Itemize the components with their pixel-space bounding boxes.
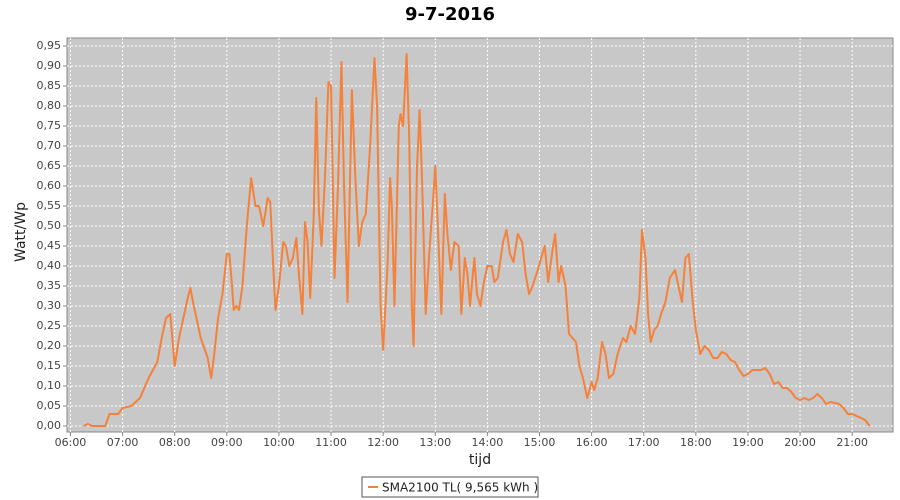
- y-tick-label: 0,65: [37, 159, 62, 172]
- x-tick-label: 18:00: [680, 436, 712, 449]
- y-tick-label: 0,10: [37, 379, 62, 392]
- y-tick-label: 0,30: [37, 299, 62, 312]
- x-tick-label: 08:00: [159, 436, 191, 449]
- y-tick-label: 0,95: [37, 39, 62, 52]
- y-tick-label: 0,00: [37, 419, 62, 432]
- y-tick-label: 0,80: [37, 99, 62, 112]
- x-tick-label: 16:00: [576, 436, 608, 449]
- y-tick-label: 0,55: [37, 199, 62, 212]
- y-tick-label: 0,40: [37, 259, 62, 272]
- x-tick-label: 15:00: [524, 436, 556, 449]
- x-tick-label: 13:00: [419, 436, 451, 449]
- x-tick-label: 06:00: [55, 436, 87, 449]
- x-tick-label: 12:00: [367, 436, 399, 449]
- x-tick-label: 09:00: [211, 436, 243, 449]
- y-tick-label: 0,35: [37, 279, 62, 292]
- x-tick-label: 21:00: [836, 436, 868, 449]
- y-axis-label: Watt/Wp: [13, 202, 29, 262]
- y-tick-label: 0,45: [37, 239, 62, 252]
- y-tick-label: 0,85: [37, 79, 62, 92]
- x-tick-label: 07:00: [107, 436, 139, 449]
- y-tick-label: 0,70: [37, 139, 62, 152]
- x-tick-label: 19:00: [732, 436, 764, 449]
- data-line: [83, 53, 871, 427]
- chart-title: 9-7-2016: [405, 4, 495, 25]
- y-tick-label: 0,25: [37, 319, 62, 332]
- x-tick-label: 11:00: [315, 436, 347, 449]
- x-tick-label: 14:00: [472, 436, 504, 449]
- y-tick-label: 0,05: [37, 399, 62, 412]
- y-tick-label: 0,20: [37, 339, 62, 352]
- y-tick-label: 0,60: [37, 179, 62, 192]
- x-tick-label: 17:00: [628, 436, 660, 449]
- x-tick-label: 20:00: [784, 436, 816, 449]
- x-tick-label: 10:00: [263, 436, 295, 449]
- legend-label: SMA2100 TL( 9,565 kWh ): [382, 481, 538, 495]
- y-tick-label: 0,75: [37, 119, 62, 132]
- legend-box: [361, 476, 539, 498]
- y-tick-label: 0,90: [37, 59, 62, 72]
- y-tick-label: 0,50: [37, 219, 62, 232]
- y-tick-label: 0,15: [37, 359, 62, 372]
- x-axis-label: tijd: [469, 452, 491, 468]
